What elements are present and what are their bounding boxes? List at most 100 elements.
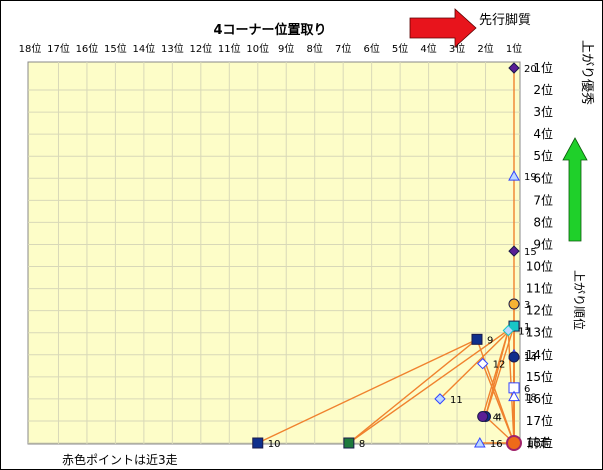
point-label: 16 [490,439,503,450]
x-tick-label: 13位 [161,42,184,55]
point-marker [508,298,520,310]
point-marker [473,436,486,448]
point-marker [502,324,515,337]
connection-line [482,363,515,444]
x-tick-label: 6位 [363,42,379,55]
point-label: 13 [524,351,537,362]
x-tick-label: 17位 [47,42,70,55]
point-label: 19 [524,172,537,183]
x-tick-label: 3位 [449,42,465,55]
data-point: 4 [477,411,499,424]
x-tick-label: 8位 [307,42,323,55]
point-marker [343,437,355,449]
x-tick-label: 9位 [278,42,294,55]
point-label: 8 [359,439,365,450]
point-marker [508,351,520,363]
plot-area [27,61,521,445]
y-tick-label: 8位 [533,214,553,229]
data-point: 10 [252,437,281,450]
data-point: 14 [508,351,537,364]
y-axis-arrow-label: 上がり優秀 [579,40,594,105]
y-tick-label: 3位 [533,104,553,119]
point-marker [508,245,520,257]
x-tick-label: 18位 [19,42,42,55]
point-label: 12 [493,360,506,371]
y-tick-label: 2位 [533,82,553,97]
data-point: 15 [508,245,537,258]
point-label: 20 [524,64,537,75]
point-label: 15 [524,247,537,258]
y-tick-label: 9位 [533,236,553,251]
y-tick-label: 14位 [526,347,553,362]
data-point: 20 [508,62,537,75]
data-point: 19 [508,170,537,183]
connection-line [257,338,478,444]
y-tick-label: 18位 [526,435,553,450]
connection-line [484,325,515,417]
data-point: 11 [434,393,463,406]
x-tick-label: 7位 [335,42,351,55]
data-point: 前走 [506,435,551,451]
point-label: 4 [496,413,502,424]
point-marker [252,437,264,449]
connection-line [482,330,509,417]
connections [257,68,515,444]
x-tick-label: 1位 [506,42,522,55]
point-label: 4 [493,413,499,424]
point-label: 3 [524,300,530,311]
data-point: 17 [502,324,531,338]
point-label: 18 [524,393,537,404]
data-point: 16 [473,436,503,450]
x-tick-label: 2位 [477,42,493,55]
x-tick-label: 11位 [218,42,241,55]
point-marker [477,411,489,423]
y-tick-label: 4位 [533,126,553,141]
y-tick-label: 1位 [533,60,553,75]
x-tick-label: 15位 [104,42,127,55]
point-label: 前走 [527,435,551,450]
y-tick-label: 13位 [526,325,553,340]
point-marker [476,357,489,370]
y-axis-ticks: 1位2位3位4位5位6位7位8位9位10位11位12位13位14位15位16位1… [526,60,553,450]
y-axis-arrow: 上がり優秀 [562,40,594,242]
y-tick-label: 12位 [526,303,553,318]
point-label: 1 [524,322,530,333]
x-tick-label: 16位 [76,42,99,55]
y-tick-label: 7位 [533,192,553,207]
y-tick-label: 17位 [526,413,553,428]
data-point: 18 [508,390,537,404]
x-tick-label: 10位 [246,42,269,55]
point-label: 6 [524,384,530,395]
point-label: 10 [268,439,281,450]
footnote: 赤色ポイントは近3走 [62,453,178,467]
point-marker [508,390,520,402]
x-axis-ticks: 18位 17位 16位 15位 14位 13位 12位 11位 10位 9位 8位 7位 6位 5位 4位 3… [19,42,523,55]
x-axis-arrow-label: 先行脚質 [479,12,531,28]
point-marker [506,435,522,451]
point-label: 14 [524,353,537,364]
connection-line [348,325,515,444]
data-point: 3 [508,298,530,311]
x-tick-label: 4位 [420,42,436,55]
point-label: 11 [450,395,463,406]
data-point: 8 [343,437,365,450]
point-marker [471,333,483,345]
y-axis-side-label: 上がり順位 [572,270,587,330]
y-tick-label: 5位 [533,148,553,163]
point-marker [508,170,520,181]
point-marker [508,62,520,74]
data-point: 12 [476,357,506,371]
point-label: 17 [518,327,531,338]
y-tick-label: 15位 [526,369,553,384]
y-tick-label: 11位 [526,281,553,296]
y-tick-label: 6位 [533,170,553,185]
connection-line [439,325,515,400]
chart-title: 4コーナー位置取り [213,22,326,38]
point-marker [434,393,446,405]
y-tick-label: 16位 [526,391,553,406]
x-axis-arrow: 先行脚質 [409,8,531,48]
data-point: 9 [471,333,493,346]
point-label: 9 [487,335,493,346]
